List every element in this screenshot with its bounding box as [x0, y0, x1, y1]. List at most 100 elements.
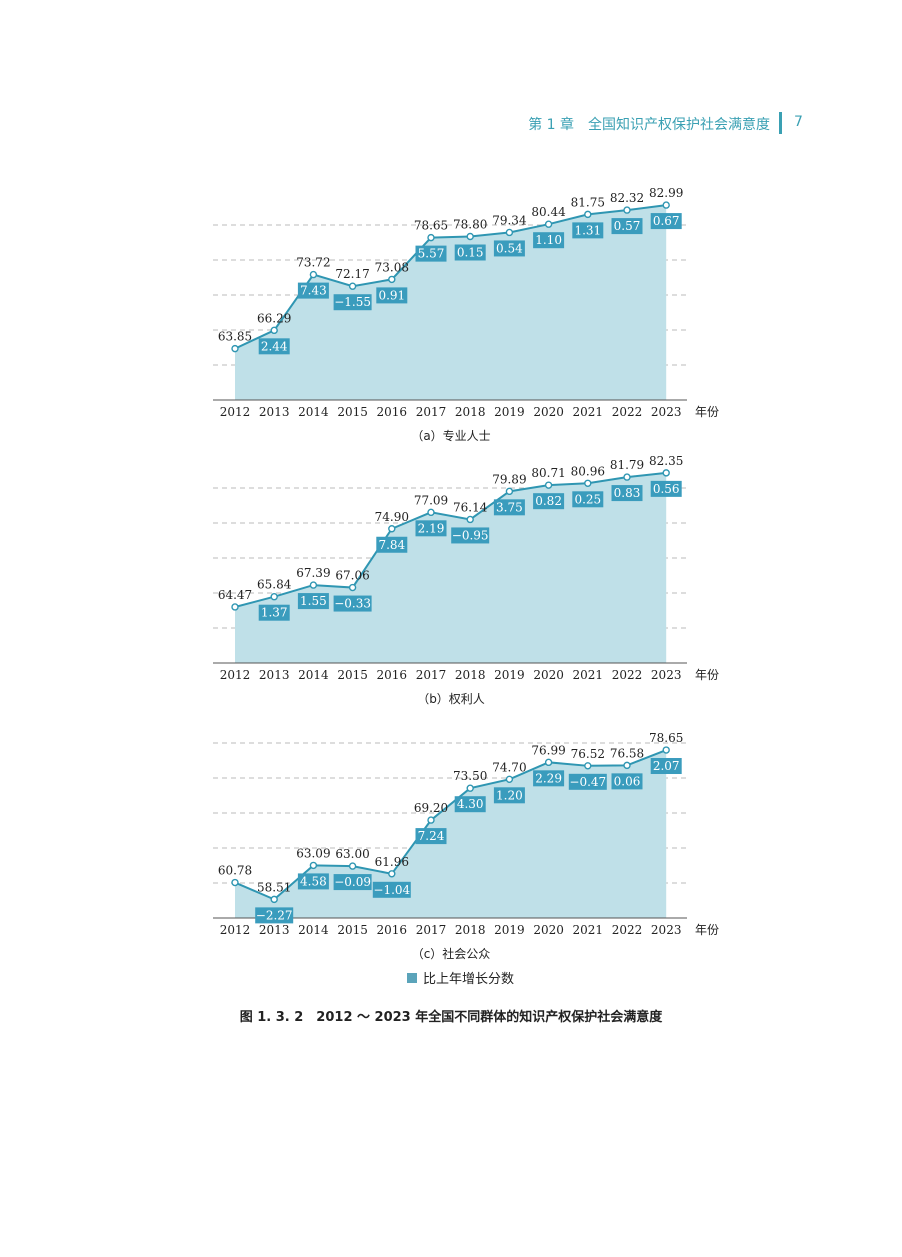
x-tick-label: 2012 [220, 923, 251, 937]
x-tick-label: 2017 [416, 405, 447, 419]
value-label: 66.29 [257, 311, 291, 325]
data-point [270, 326, 278, 335]
change-badge [493, 787, 525, 804]
value-label: 76.52 [571, 747, 605, 761]
data-point [662, 201, 670, 209]
change-label: −0.47 [569, 775, 606, 789]
x-tick-label: 2018 [455, 668, 486, 682]
change-badge [611, 773, 643, 790]
change-label: 1.37 [261, 606, 288, 620]
data-point [388, 525, 396, 533]
change-label: −0.33 [334, 597, 371, 611]
x-tick-label: 2014 [298, 405, 329, 419]
value-label: 73.08 [375, 260, 409, 274]
change-badge [297, 282, 329, 299]
change-label: 4.58 [300, 874, 327, 888]
value-label: 80.44 [531, 205, 566, 219]
change-label: −0.95 [452, 528, 489, 542]
data-point [348, 583, 357, 592]
change-badge [297, 593, 329, 610]
change-label: 7.84 [378, 538, 405, 552]
value-label: 73.50 [453, 769, 487, 783]
x-tick-label: 2013 [259, 668, 290, 682]
data-point [662, 746, 670, 754]
x-tick-label: 2015 [337, 668, 368, 682]
x-tick-label: 2019 [494, 668, 525, 682]
value-label: 67.39 [296, 566, 330, 580]
value-label: 76.58 [610, 746, 644, 760]
value-label: 78.80 [453, 218, 487, 232]
change-label: 0.15 [457, 246, 484, 260]
x-tick-label: 2019 [494, 405, 525, 419]
x-tick-label: 2023 [651, 923, 682, 937]
data-point [505, 228, 514, 237]
data-point [348, 862, 357, 870]
value-label: 80.96 [571, 464, 605, 478]
data-point [270, 593, 278, 601]
data-point [584, 210, 592, 219]
legend-swatch [407, 973, 417, 983]
legend-label: 比上年增长分数 [423, 972, 515, 987]
chart-caption: （b）权利人 [417, 692, 485, 706]
series-line [234, 471, 667, 608]
x-tick-label: 2013 [259, 923, 290, 937]
area-fill [235, 472, 667, 663]
value-label: 61.96 [375, 855, 409, 869]
change-badge [415, 520, 447, 537]
data-point [466, 232, 474, 241]
change-badge [572, 491, 604, 508]
value-label: 73.72 [296, 256, 330, 270]
change-badge [533, 232, 565, 249]
data-point [505, 487, 514, 496]
change-badge [533, 770, 565, 787]
value-label: 63.09 [296, 846, 330, 860]
change-label: 0.56 [653, 482, 680, 496]
x-tick-label: 2022 [612, 668, 643, 682]
x-tick-label: 2019 [494, 923, 525, 937]
change-badge [415, 828, 447, 845]
change-badge [493, 240, 525, 257]
change-label: 0.67 [653, 214, 680, 228]
data-point [544, 220, 553, 228]
data-point [231, 603, 239, 611]
change-badge [372, 881, 411, 898]
value-label: 69.20 [414, 801, 448, 815]
change-label: −0.09 [334, 875, 371, 889]
x-tick-label: 2017 [416, 668, 447, 682]
value-label: 67.06 [335, 569, 369, 583]
change-label: 1.20 [496, 788, 523, 802]
x-unit-label: 年份 [695, 405, 719, 419]
change-label: 0.82 [535, 494, 562, 508]
change-label: 0.54 [496, 241, 523, 255]
change-badge [297, 873, 329, 890]
x-unit-label: 年份 [695, 668, 719, 682]
value-label: 65.84 [257, 578, 292, 592]
change-badge [415, 245, 447, 262]
area-fill [235, 205, 667, 400]
x-tick-label: 2015 [337, 923, 368, 937]
change-badge [451, 527, 490, 544]
x-tick-label: 2021 [573, 923, 604, 937]
change-badge [333, 595, 372, 612]
x-tick-label: 2021 [573, 405, 604, 419]
value-label: 76.14 [453, 500, 488, 514]
data-point [544, 481, 553, 489]
change-label: 0.06 [614, 774, 641, 788]
x-tick-label: 2016 [377, 668, 408, 682]
x-tick-label: 2022 [612, 405, 643, 419]
data-point [231, 344, 239, 353]
data-point [427, 233, 435, 242]
change-label: 0.57 [614, 219, 641, 233]
x-tick-label: 2023 [651, 668, 682, 682]
value-label: 80.71 [531, 466, 565, 480]
change-label: 1.55 [300, 594, 327, 608]
change-label: 7.43 [300, 284, 327, 298]
value-label: 74.70 [492, 760, 526, 774]
change-label: 0.83 [614, 486, 641, 500]
value-label: 81.79 [610, 458, 644, 472]
value-label: 76.99 [531, 743, 565, 757]
change-badge [650, 213, 682, 230]
figure-caption: 图 1. 3. 2 2012 ～ 2023 年全国不同群体的知识产权保护社会满意… [239, 1010, 663, 1025]
